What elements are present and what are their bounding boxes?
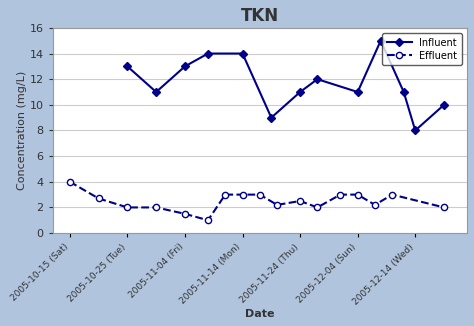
Influent <box>182 65 188 68</box>
Effluent <box>125 205 130 209</box>
Influent <box>378 39 383 43</box>
Effluent <box>182 212 188 216</box>
Title: TKN: TKN <box>241 7 279 25</box>
Effluent <box>372 203 378 207</box>
Influent <box>355 90 361 94</box>
Influent <box>297 90 303 94</box>
Influent <box>268 116 274 120</box>
Effluent <box>257 193 263 197</box>
X-axis label: Date: Date <box>245 309 274 319</box>
Effluent <box>355 193 361 197</box>
Effluent <box>222 193 228 197</box>
Influent <box>240 52 246 55</box>
Effluent <box>96 197 101 200</box>
Line: Influent: Influent <box>124 37 447 134</box>
Influent <box>401 90 407 94</box>
Influent <box>315 77 320 81</box>
Effluent <box>315 205 320 209</box>
Line: Effluent: Effluent <box>67 179 447 223</box>
Influent <box>153 90 159 94</box>
Legend: Influent, Effluent: Influent, Effluent <box>383 33 462 66</box>
Influent <box>412 128 418 132</box>
Y-axis label: Concentration (mg/L): Concentration (mg/L) <box>17 71 27 190</box>
Influent <box>441 103 447 107</box>
Effluent <box>67 180 73 184</box>
Effluent <box>240 193 246 197</box>
Effluent <box>337 193 343 197</box>
Effluent <box>441 205 447 209</box>
Effluent <box>297 199 303 203</box>
Effluent <box>274 203 280 207</box>
Influent <box>205 52 211 55</box>
Influent <box>125 65 130 68</box>
Effluent <box>389 193 395 197</box>
Effluent <box>205 218 211 222</box>
Effluent <box>153 205 159 209</box>
